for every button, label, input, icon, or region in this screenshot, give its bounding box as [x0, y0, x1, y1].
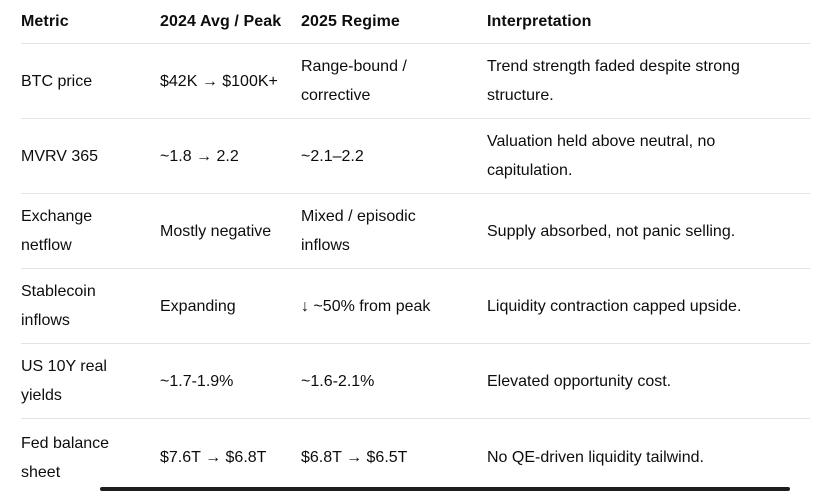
table-row-btc-price: BTC price $42K → $100K+ Range-bound / co… [21, 44, 810, 119]
cell-interpretation: Trend strength faded despite strong stru… [487, 58, 740, 104]
cell-metric: MVRV 365 [21, 147, 99, 165]
cell-2025-regime: Mixed / episodic inflows [301, 208, 416, 254]
cell-interpretation: Liquidity contraction capped upside. [487, 297, 742, 315]
cell-metric: Exchange netflow [21, 208, 93, 254]
table-header-row: Metric 2024 Avg / Peak 2025 Regime Inter… [21, 0, 810, 44]
cell-interpretation: Supply absorbed, not panic selling. [487, 222, 736, 240]
column-header-interpretation: Interpretation [487, 12, 592, 30]
cell-2025-regime: ~1.6-2.1% [301, 372, 375, 390]
table-row-stablecoin-inflows: Stablecoin inflows Expanding ↓ ~50% from… [21, 269, 810, 344]
cell-2024-avg-peak: ~1.7-1.9% [160, 372, 234, 390]
cell-2024-avg-peak: $7.6T → $6.8T [160, 449, 267, 466]
metrics-comparison-table: Metric 2024 Avg / Peak 2025 Regime Inter… [21, 0, 810, 496]
column-header-metric: Metric [21, 12, 69, 30]
cell-metric: BTC price [21, 72, 93, 90]
horizontal-scrollbar-thumb[interactable] [100, 487, 790, 491]
cell-2025-regime: ~2.1–2.2 [301, 147, 364, 165]
cell-interpretation: Valuation held above neutral, no capitul… [487, 133, 716, 179]
table-row-exchange-netflow: Exchange netflow Mostly negative Mixed /… [21, 194, 810, 269]
cell-2025-regime: ↓ ~50% from peak [301, 297, 431, 315]
cell-interpretation: Elevated opportunity cost. [487, 372, 672, 390]
column-header-2025-regime: 2025 Regime [301, 12, 400, 30]
cell-metric: US 10Y real yields [21, 358, 107, 404]
cell-2025-regime: Range-bound / corrective [301, 58, 407, 104]
cell-metric: Fed balance sheet [21, 434, 110, 481]
cell-2024-avg-peak: ~1.8 → 2.2 [160, 147, 239, 165]
cell-metric: Stablecoin inflows [21, 283, 96, 329]
table-row-mvrv-365: MVRV 365 ~1.8 → 2.2 ~2.1–2.2 Valuation h… [21, 119, 810, 194]
cell-2025-regime: $6.8T → $6.5T [301, 449, 408, 466]
cell-interpretation: No QE-driven liquidity tailwind. [487, 449, 704, 466]
cell-2024-avg-peak: Expanding [160, 297, 236, 315]
table-row-us-10y-real-yields: US 10Y real yields ~1.7-1.9% ~1.6-2.1% E… [21, 344, 810, 419]
cell-2024-avg-peak: $42K → $100K+ [160, 72, 278, 90]
column-header-2024-avg-peak: 2024 Avg / Peak [160, 12, 282, 30]
cell-2024-avg-peak: Mostly negative [160, 222, 272, 240]
table-row-fed-balance-sheet: Fed balance sheet $7.6T → $6.8T $6.8T → … [21, 419, 810, 496]
